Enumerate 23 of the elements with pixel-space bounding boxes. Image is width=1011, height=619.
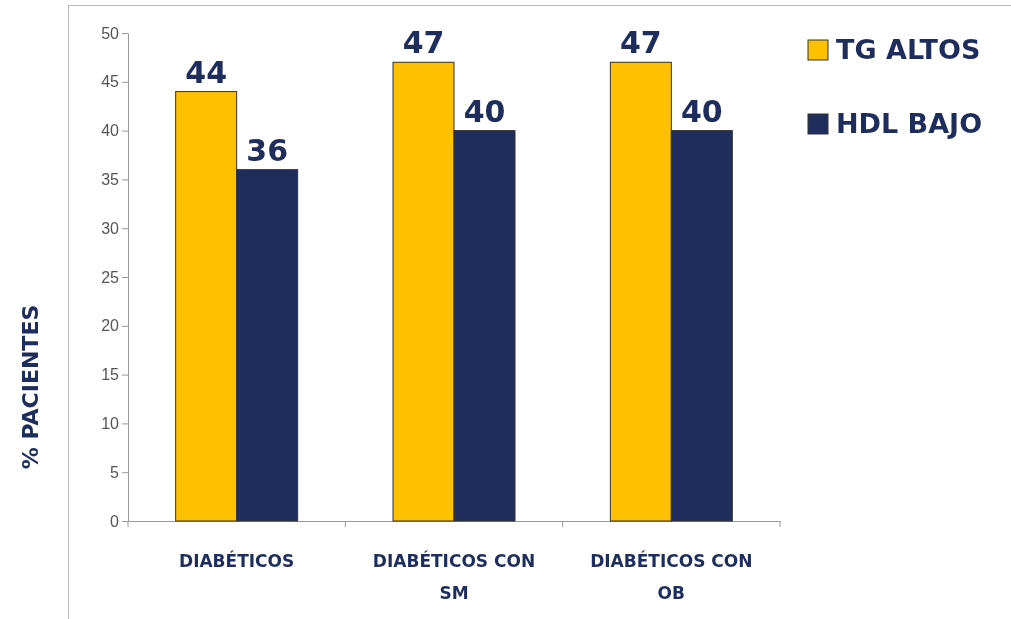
y-tick-label: 45 bbox=[101, 73, 120, 91]
y-tick-label: 20 bbox=[101, 317, 120, 335]
y-tick-label: 25 bbox=[101, 268, 120, 286]
y-tick-label: 30 bbox=[101, 219, 120, 237]
data-label: 44 bbox=[185, 54, 228, 90]
data-label: 40 bbox=[463, 93, 506, 129]
legend-label: HDL BAJO bbox=[836, 108, 983, 139]
x-tick-label: DIABÉTICOS CON OB bbox=[590, 550, 753, 604]
y-tick-label: 0 bbox=[110, 512, 120, 530]
data-label: 47 bbox=[619, 25, 662, 61]
y-tick-label: 50 bbox=[101, 24, 120, 42]
y-axis-title: % PACIENTES bbox=[18, 304, 43, 470]
y-tick-label: 40 bbox=[101, 122, 120, 140]
x-tick-label: DIABÉTICOS bbox=[179, 550, 295, 571]
data-label: 36 bbox=[246, 132, 289, 168]
data-label: 47 bbox=[402, 25, 445, 61]
y-tick-label: 15 bbox=[101, 366, 120, 384]
y-tick-label: 35 bbox=[101, 171, 120, 189]
x-tick-label: DIABÉTICOS CON SM bbox=[372, 550, 536, 604]
legend-label: TG ALTOS bbox=[836, 34, 981, 65]
y-tick-label: 10 bbox=[101, 415, 120, 433]
y-tick-label: 5 bbox=[110, 463, 120, 481]
data-label: 40 bbox=[680, 93, 723, 129]
